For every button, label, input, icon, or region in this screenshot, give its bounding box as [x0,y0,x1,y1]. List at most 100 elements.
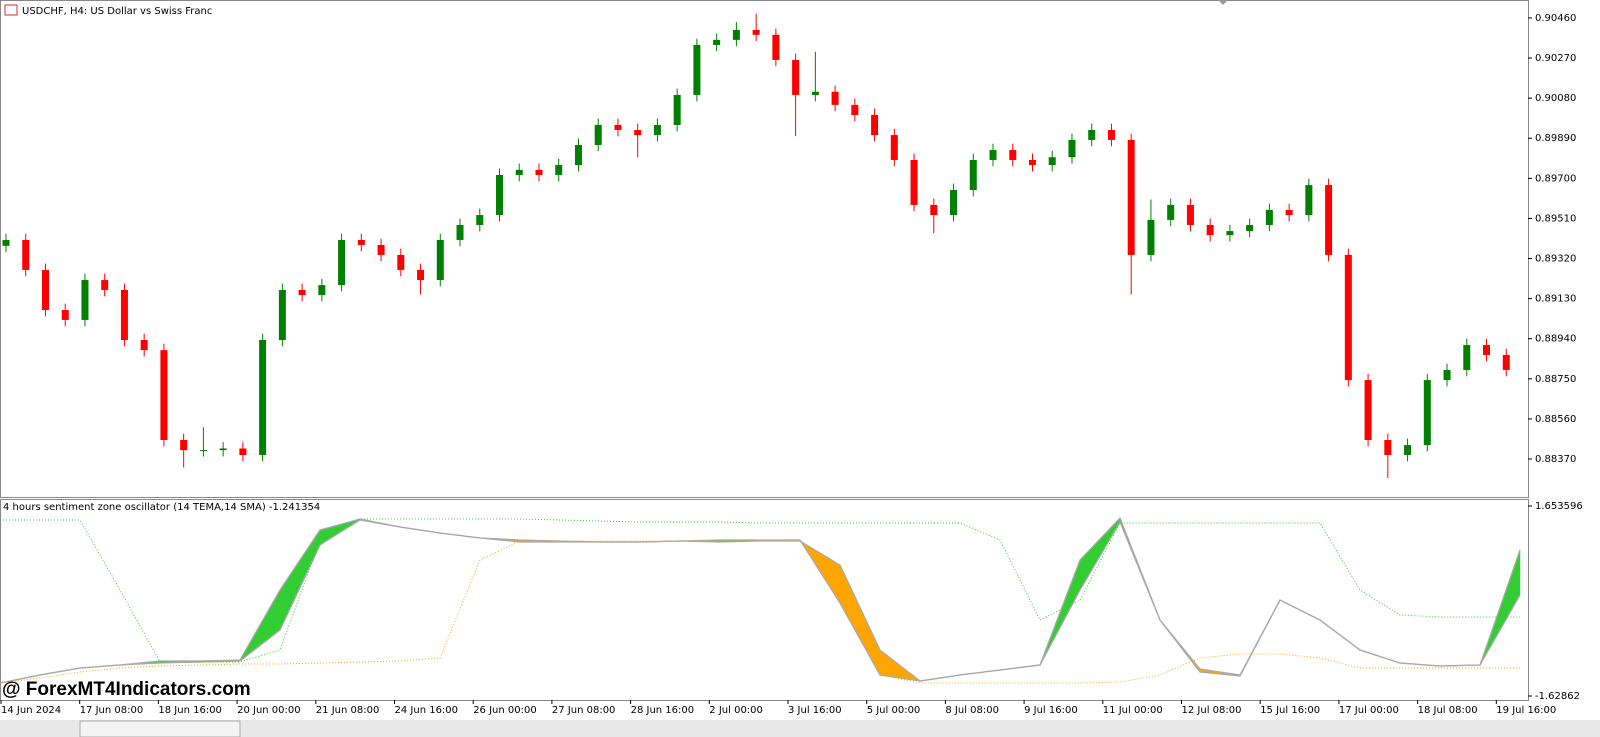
x-tick-label: 8 Jul 08:00 [945,705,999,716]
candle-body [890,135,898,160]
candle-body [199,450,207,452]
y-tick-label: 0.89320 [1535,254,1576,265]
x-tick-label: 18 Jun 16:00 [158,705,222,716]
x-tick-label: 5 Jul 00:00 [867,705,921,716]
candle-body [1325,185,1333,255]
tab[interactable] [79,720,241,737]
candle-body [1186,204,1194,225]
candle-body [811,91,819,95]
candle-body [377,245,385,255]
candle-body [41,269,49,311]
x-tick-label: 20 Jun 00:00 [237,705,301,716]
candle-body [1068,139,1076,158]
candle-body [239,448,247,456]
candle-body [397,254,405,270]
band-line [0,518,1520,663]
candle-body [160,350,168,441]
candle-body [792,59,800,95]
candle-body [1246,224,1254,232]
candle-body [496,174,504,216]
chart-title: USDCHF, H4: US Dollar vs Swiss Franc [22,6,212,17]
candle-body [713,39,721,45]
x-tick-label: 17 Jun 08:00 [80,705,144,716]
candle-body [22,239,30,270]
y-tick-label: 0.89700 [1535,173,1576,184]
watermark: @ ForexMT4Indicators.com [2,679,251,700]
candle-body [910,159,918,205]
candle-body [1502,354,1510,370]
y-tick-label: 0.88370 [1535,454,1576,465]
candle-body [515,169,523,175]
candle-body [81,280,89,320]
y-tick-label: -1.62862 [1535,691,1580,702]
x-tick-label: 28 Jun 16:00 [631,705,695,716]
candle-body [140,339,148,351]
band-line [0,540,1520,684]
y-tick-label: 0.88940 [1535,334,1576,345]
candle-body [101,280,109,290]
candle-body [950,189,958,216]
candle-body [673,94,681,125]
x-tick-label: 21 Jun 08:00 [316,705,380,716]
x-tick-label: 18 Jul 08:00 [1418,705,1478,716]
x-tick-label: 26 Jun 00:00 [473,705,537,716]
candle-body [318,285,326,296]
symbol-icon [4,4,18,16]
candle-body [1226,231,1234,236]
candle-body [772,34,780,60]
candle-body [535,169,543,175]
candle-body [278,289,286,340]
x-tick-label: 24 Jun 16:00 [395,705,459,716]
y-tick-label: 0.88560 [1535,414,1576,425]
candle-body [1384,440,1392,456]
y-tick-label: 0.88750 [1535,374,1576,385]
x-tick-label: 17 Jul 00:00 [1339,705,1399,716]
y-tick-label: 1.653596 [1535,501,1583,512]
candle-body [259,339,267,456]
candle-body [180,440,188,451]
candle-body [1088,130,1096,140]
candle-body [1147,219,1155,255]
x-tick-label: 14 Jun 2024 [1,705,61,716]
candle-body [653,124,661,136]
y-tick-label: 0.90460 [1535,13,1576,24]
candle-body [357,239,365,246]
candle-body [752,29,760,35]
oscillator-title: 4 hours sentiment zone oscillator (14 TE… [3,502,320,513]
candle-body [456,224,464,240]
y-tick-label: 0.89510 [1535,213,1576,224]
candle-body [989,150,997,160]
shift-marker [1218,0,1228,5]
candle-body [614,124,622,131]
candle-body [1423,380,1431,446]
candle-body [1048,157,1056,166]
y-tick-label: 0.90080 [1535,93,1576,104]
candle-body [555,165,563,175]
x-tick-label: 3 Jul 16:00 [788,705,842,716]
candle-body [1483,345,1491,355]
candle-body [120,289,128,340]
candle-body [1364,380,1372,441]
candle-body [594,124,602,145]
x-tick-label: 11 Jul 00:00 [1103,705,1163,716]
candle-body [1127,139,1135,255]
tab-strip [0,720,1600,737]
candle-body [693,44,701,95]
candle-body [1305,185,1313,216]
x-tick-label: 27 Jun 08:00 [552,705,616,716]
candle-body [634,130,642,136]
candle-body [1463,345,1471,370]
y-tick-label: 0.90270 [1535,53,1576,64]
y-tick-label: 0.89890 [1535,133,1576,144]
candle-body [1206,224,1214,236]
candle-body [1404,445,1412,456]
candle-body [2,239,10,246]
candle-body [732,29,740,40]
candle-body [1285,209,1293,216]
candle-body [1107,130,1115,140]
x-tick-label: 19 Jul 16:00 [1496,705,1556,716]
candle-body [436,239,444,281]
x-tick-label: 9 Jul 16:00 [1024,705,1078,716]
